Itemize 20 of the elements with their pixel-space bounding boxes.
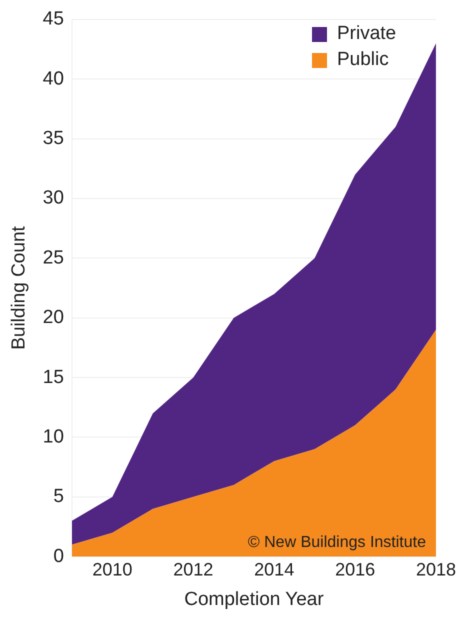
y-tick-label: 15 <box>42 366 64 388</box>
annotation: © New Buildings Institute <box>248 534 426 552</box>
y-tick-label: 30 <box>42 188 64 209</box>
legend-label: Public <box>336 48 389 72</box>
y-tick-label: 0 <box>53 546 64 567</box>
x-tick-label: 2010 <box>92 559 132 580</box>
y-tick-label: 10 <box>42 426 64 448</box>
legend-label: Private <box>336 22 396 46</box>
y-tick-label: 25 <box>42 247 64 268</box>
y-tick-label: 5 <box>53 486 64 508</box>
x-tick-label: 2014 <box>254 559 294 580</box>
y-axis-title: Building Count <box>8 225 30 350</box>
y-tick-label: 45 <box>42 8 64 30</box>
x-tick-label: 2018 <box>416 559 456 580</box>
x-tick-label: 2016 <box>335 559 376 580</box>
x-tick-label: 2012 <box>173 559 214 580</box>
x-axis-title: Completion Year <box>184 588 324 610</box>
y-tick-label: 35 <box>42 128 64 150</box>
y-tick-label: 40 <box>42 68 64 90</box>
y-tick-label: 20 <box>42 307 64 328</box>
